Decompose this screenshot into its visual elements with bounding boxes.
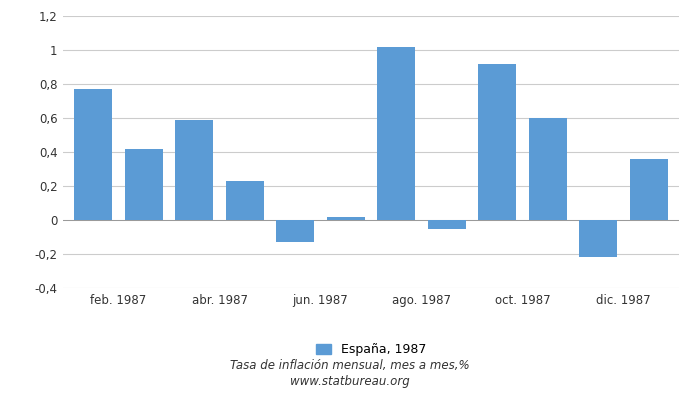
Bar bbox=[276, 220, 314, 242]
Bar bbox=[125, 149, 162, 220]
Bar bbox=[175, 120, 214, 220]
Text: Tasa de inflación mensual, mes a mes,%: Tasa de inflación mensual, mes a mes,% bbox=[230, 360, 470, 372]
Bar bbox=[580, 220, 617, 258]
Text: www.statbureau.org: www.statbureau.org bbox=[290, 376, 410, 388]
Bar bbox=[528, 118, 567, 220]
Bar bbox=[226, 181, 264, 220]
Bar bbox=[428, 220, 466, 228]
Bar bbox=[327, 217, 365, 220]
Bar bbox=[74, 89, 112, 220]
Bar bbox=[478, 64, 516, 220]
Bar bbox=[377, 47, 415, 220]
Bar bbox=[630, 159, 668, 220]
Legend: España, 1987: España, 1987 bbox=[316, 343, 426, 356]
